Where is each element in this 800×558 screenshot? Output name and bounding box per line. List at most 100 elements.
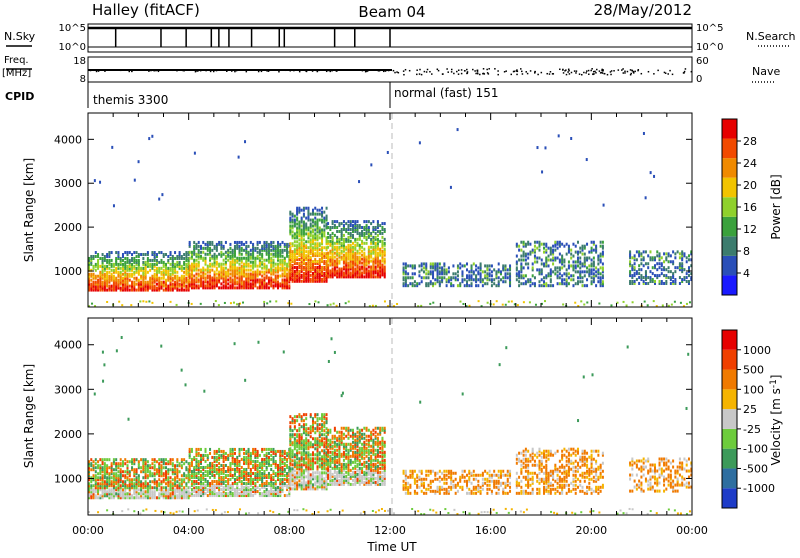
range-gate-cell — [649, 270, 651, 273]
range-gate-cell — [185, 474, 187, 477]
range-gate-cell — [158, 488, 160, 491]
range-gate-cell — [661, 262, 663, 265]
freq-dot — [134, 69, 136, 71]
range-gate-cell — [670, 270, 672, 273]
range-gate-cell — [151, 466, 153, 469]
range-gate-cell — [131, 478, 133, 481]
range-gate-cell — [634, 280, 636, 283]
range-gate-cell — [193, 241, 195, 244]
range-gate-cell — [205, 460, 207, 463]
range-gate-cell — [370, 250, 372, 253]
range-gate-cell — [477, 284, 479, 287]
range-gate-cell — [289, 224, 291, 227]
range-gate-cell — [319, 252, 321, 255]
range-gate-cell — [172, 482, 174, 485]
range-gate-cell — [381, 222, 383, 225]
nave-dot — [633, 72, 635, 74]
range-gate-cell — [638, 250, 640, 253]
range-gate-cell — [381, 240, 383, 243]
range-gate-cell — [579, 247, 581, 250]
range-gate-cell — [471, 264, 473, 267]
near-range-cell — [583, 304, 585, 306]
range-gate-cell — [133, 468, 135, 471]
near-range-cell — [523, 301, 525, 303]
range-gate-cell — [509, 264, 511, 267]
range-gate-cell — [595, 245, 597, 248]
range-gate-cell — [643, 280, 645, 283]
range-gate-cell — [591, 276, 593, 279]
range-gate-cell — [160, 271, 162, 274]
range-gate-cell — [151, 462, 153, 465]
range-gate-cell — [99, 464, 101, 467]
range-gate-cell — [124, 261, 126, 264]
range-gate-cell — [165, 279, 167, 282]
range-gate-cell — [588, 264, 590, 267]
range-gate-cell — [261, 472, 263, 475]
range-gate-cell — [102, 474, 104, 477]
range-gate-cell — [163, 253, 165, 256]
range-gate-cell — [457, 278, 459, 281]
freq-dot — [336, 70, 338, 72]
range-gate-cell — [268, 472, 270, 475]
range-gate-cell — [202, 454, 204, 457]
range-gate-cell — [220, 476, 222, 479]
range-gate-cell — [636, 270, 638, 273]
range-gate-cell — [471, 274, 473, 277]
range-gate-cell — [534, 245, 536, 248]
nave-dot — [637, 70, 639, 72]
range-gate-cell — [227, 286, 229, 289]
range-gate-cell — [179, 277, 181, 280]
range-gate-cell — [363, 220, 365, 223]
range-gate-cell — [263, 241, 265, 244]
range-gate-cell — [482, 270, 484, 273]
range-gate-cell — [138, 279, 140, 282]
range-gate-cell — [261, 267, 263, 270]
range-gate-cell — [674, 252, 676, 255]
nave-dot — [579, 73, 581, 75]
range-gate-cell — [579, 260, 581, 263]
range-gate-cell — [277, 241, 279, 244]
range-gate-cell — [520, 241, 522, 244]
range-gate-cell — [220, 263, 222, 266]
range-gate-cell — [307, 250, 309, 253]
range-gate-cell — [525, 259, 527, 262]
range-gate-cell — [446, 284, 448, 287]
range-gate-cell — [209, 462, 211, 465]
range-gate-cell — [129, 289, 131, 292]
range-gate-cell — [243, 263, 245, 266]
range-gate-cell — [181, 255, 183, 258]
range-gate-cell — [343, 224, 345, 227]
range-gate-cell — [319, 248, 321, 251]
range-gate-cell — [518, 270, 520, 273]
nave-dot — [568, 70, 570, 72]
range-gate-cell — [659, 266, 661, 269]
range-gate-cell — [225, 474, 227, 477]
range-gate-cell — [99, 257, 101, 260]
range-gate-cell — [111, 488, 113, 491]
range-gate-cell — [275, 275, 277, 278]
range-gate-cell — [195, 480, 197, 483]
range-gate-cell — [559, 272, 561, 275]
range-gate-cell — [176, 275, 178, 278]
range-gate-cell — [407, 284, 409, 287]
range-gate-cell — [327, 264, 329, 267]
range-gate-cell — [250, 488, 252, 491]
range-gate-cell — [250, 282, 252, 285]
range-gate-cell — [250, 241, 252, 244]
range-gate-cell — [232, 474, 234, 477]
range-gate-cell — [99, 482, 101, 485]
range-gate-cell — [600, 259, 602, 262]
range-gate-cell — [238, 460, 240, 463]
range-gate-cell — [350, 228, 352, 231]
range-gate-cell — [223, 259, 225, 262]
nave-dot — [497, 74, 499, 76]
range-gate-cell — [354, 267, 356, 270]
range-gate-cell — [674, 266, 676, 269]
range-gate-cell — [345, 246, 347, 249]
range-gate-cell — [252, 448, 254, 451]
range-gate-cell — [154, 472, 156, 475]
range-gate-cell — [312, 234, 314, 237]
range-gate-cell — [165, 470, 167, 473]
range-gate-cell — [138, 488, 140, 491]
